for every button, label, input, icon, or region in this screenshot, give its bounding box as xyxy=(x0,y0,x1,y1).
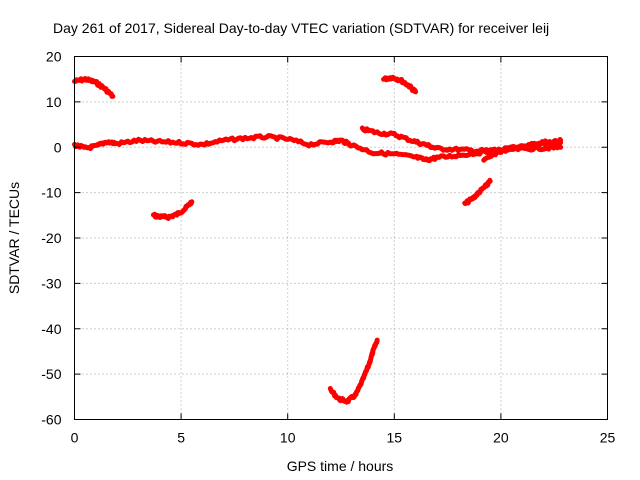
x-tick-label: 25 xyxy=(600,430,616,446)
y-tick-label: -10 xyxy=(41,185,61,201)
x-tick-label: 5 xyxy=(177,430,185,446)
y-tick-label: -60 xyxy=(41,412,61,428)
plot-frame xyxy=(74,56,608,420)
y-tick-label: -50 xyxy=(41,366,61,382)
data-series xyxy=(72,74,564,405)
y-tick-label: 20 xyxy=(46,49,62,65)
axis-tick-labels: 0 5 10 15 20 25 -60 -50 -40 -30 -20 -10 0 10 20 xyxy=(41,49,615,446)
series-arc-8 xyxy=(481,137,564,163)
series-arc-1 xyxy=(72,76,116,99)
series-arc-5 xyxy=(462,177,493,206)
y-tick-label: -20 xyxy=(41,230,61,246)
series-arc-4 xyxy=(381,74,419,95)
series-arc-2 xyxy=(150,199,195,221)
grid-lines xyxy=(74,56,608,420)
y-tick-label: -40 xyxy=(41,321,61,337)
series-arc-3 xyxy=(327,337,380,405)
x-tick-label: 20 xyxy=(493,430,509,446)
x-tick-label: 10 xyxy=(280,430,296,446)
y-tick-label: 10 xyxy=(46,94,62,110)
x-tick-label: 15 xyxy=(387,430,403,446)
x-axis-label: GPS time / hours xyxy=(287,458,394,474)
axis-ticks xyxy=(74,56,608,420)
y-axis-label: SDTVAR / TECUs xyxy=(6,182,22,294)
y-tick-label: 0 xyxy=(54,139,62,155)
series-arc-7 xyxy=(72,133,564,164)
chart-title: Day 261 of 2017, Sidereal Day-to-day VTE… xyxy=(53,20,549,36)
y-tick-label: -30 xyxy=(41,275,61,291)
x-tick-label: 0 xyxy=(71,430,79,446)
